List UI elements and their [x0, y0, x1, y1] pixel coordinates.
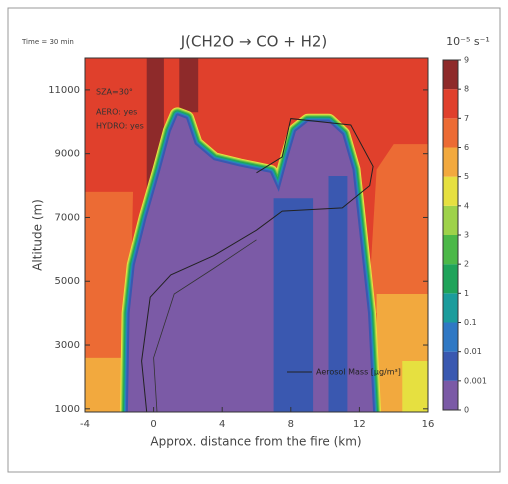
- colorbar-swatch: [443, 322, 458, 352]
- contour-region: [85, 357, 130, 412]
- x-tick-label: -4: [80, 419, 90, 430]
- contour-region: [328, 176, 348, 412]
- x-tick-label: 16: [422, 419, 435, 430]
- y-axis-label: Altitude (m): [31, 199, 45, 271]
- colorbar-tick-label: 2: [464, 260, 469, 269]
- y-tick-label: 1000: [55, 404, 80, 415]
- colorbar-swatch: [443, 147, 458, 177]
- colorbar-swatch: [443, 176, 458, 206]
- aerosol-contour: [153, 239, 257, 412]
- colorbar-swatch: [443, 293, 458, 323]
- contour-region: [179, 58, 199, 113]
- contour-region: [273, 198, 314, 412]
- colorbar-tick-label: 8: [464, 85, 469, 94]
- contour-region: [85, 191, 133, 358]
- y-tick-label: 11000: [48, 85, 80, 96]
- y-tick-label: 7000: [55, 212, 80, 223]
- colorbar-tick-label: 4: [464, 201, 469, 210]
- colorbar-tick-label: 9: [464, 56, 469, 65]
- y-tick-label: 5000: [55, 276, 80, 287]
- colorbar-swatch: [443, 89, 458, 119]
- colorbar-tick-label: 6: [464, 143, 469, 152]
- colorbar-tick-label: 0: [464, 406, 469, 415]
- annotation: HYDRO: yes: [96, 122, 144, 131]
- plot-border: [84, 57, 429, 413]
- colorbar-swatch: [443, 118, 458, 148]
- colorbar-tick-label: 7: [464, 114, 469, 123]
- colorbar-swatch: [443, 380, 458, 410]
- colorbar-swatch: [443, 60, 458, 90]
- y-tick-label: 9000: [55, 149, 80, 160]
- legend-label: Aerosol Mass [μg/m³]: [316, 368, 401, 377]
- colorbar-tick-label: 5: [464, 172, 469, 181]
- colorbar-swatch: [443, 351, 458, 381]
- colorbar-units: 10⁻⁵ s⁻¹: [446, 35, 490, 48]
- annotation: SZA=30°: [96, 88, 133, 97]
- y-tick-label: 3000: [55, 340, 80, 351]
- colorbar-tick-label: 0.01: [464, 347, 482, 356]
- subtitle: Time = 30 min: [21, 38, 74, 46]
- x-tick-label: 8: [288, 419, 294, 430]
- colorbar-swatch: [443, 235, 458, 265]
- colorbar-swatch: [443, 205, 458, 235]
- plot-area: [85, 58, 428, 412]
- colorbar-tick-label: 3: [464, 231, 469, 240]
- x-tick-label: 0: [150, 419, 156, 430]
- colorbar-tick-label: 0.001: [464, 376, 487, 385]
- contour-region: [368, 144, 428, 314]
- chart-title: J(CH2O → CO + H2): [180, 33, 328, 51]
- aerosol-contour: [141, 118, 374, 412]
- annotation: AERO: yes: [96, 108, 137, 117]
- x-axis-label: Approx. distance from the fire (km): [150, 435, 361, 449]
- x-tick-label: 12: [353, 419, 366, 430]
- colorbar-tick-label: 0.1: [464, 318, 477, 327]
- colorbar-swatch: [443, 264, 458, 294]
- colorbar-tick-label: 1: [464, 289, 469, 298]
- contour-region: [402, 361, 428, 412]
- x-tick-label: 4: [219, 419, 225, 430]
